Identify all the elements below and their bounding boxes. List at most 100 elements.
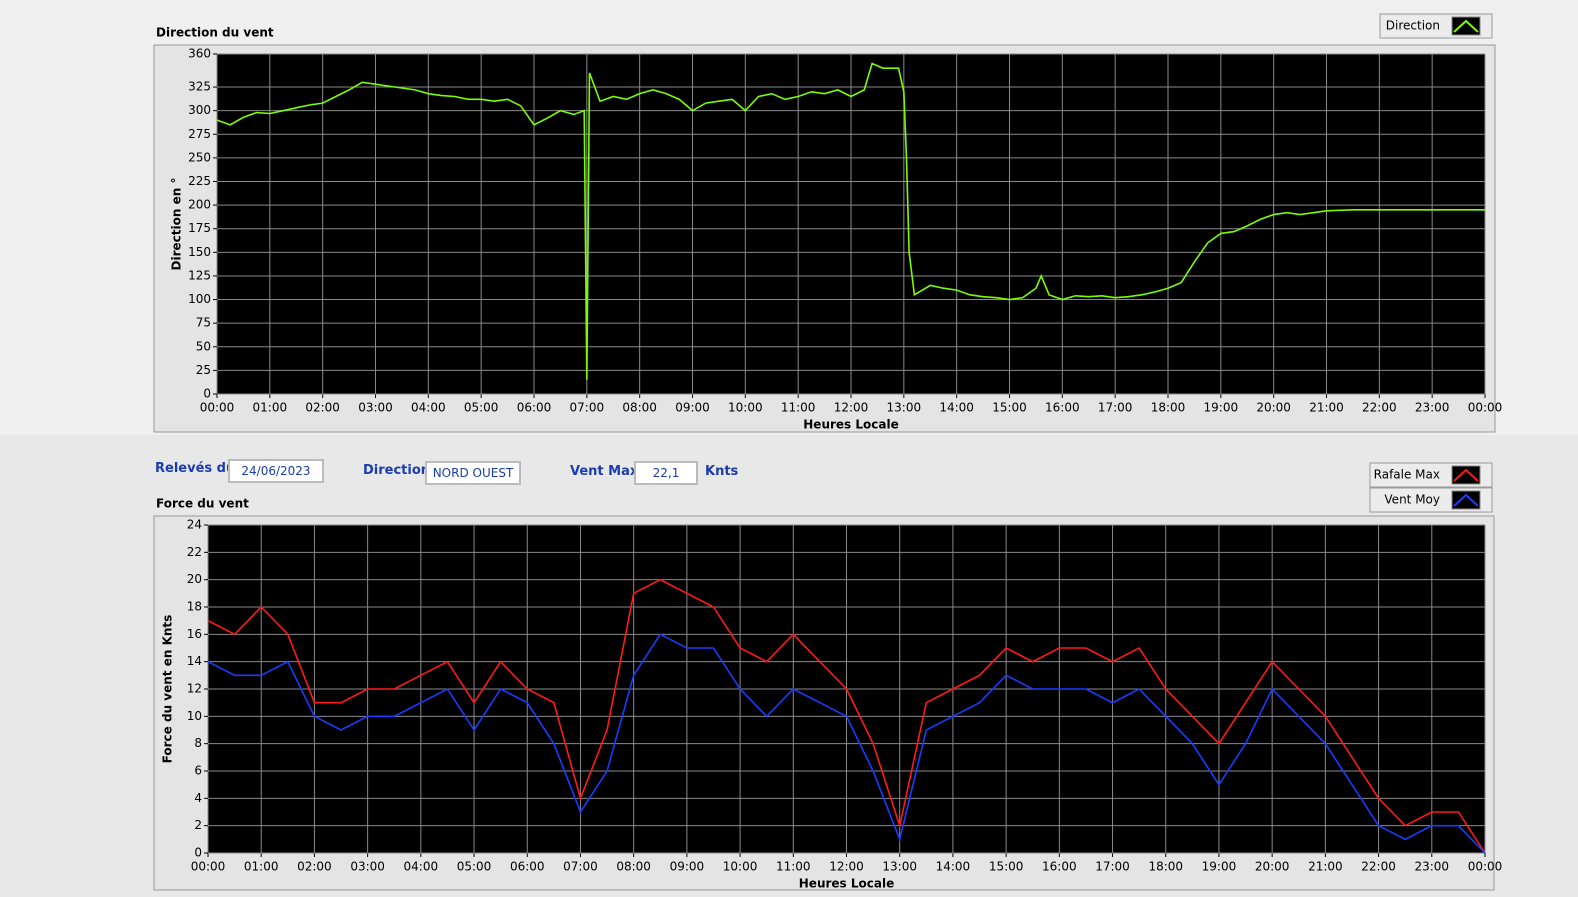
y-tick-label: 20	[187, 572, 202, 586]
y-tick-label: 50	[196, 339, 211, 353]
y-tick-label: 4	[194, 791, 202, 805]
y-tick-label: 8	[194, 736, 202, 750]
x-tick-label: 17:00	[1095, 860, 1130, 874]
x-tick-label: 00:00	[1468, 860, 1503, 874]
y-tick-label: 275	[188, 127, 211, 141]
legend-label: Vent Moy	[1384, 493, 1440, 507]
legend-icon	[1451, 16, 1481, 36]
x-tick-label: 20:00	[1256, 401, 1291, 415]
field: NORD OUEST	[425, 461, 521, 485]
x-tick-label: 02:00	[297, 860, 332, 874]
legend-swatch	[1453, 493, 1479, 507]
x-tick-label: 03:00	[350, 860, 385, 874]
y-tick-label: 6	[194, 764, 202, 778]
x-tick-label: 04:00	[404, 860, 439, 874]
label: Vent Max	[570, 464, 639, 479]
x-tick-label: 05:00	[464, 401, 499, 415]
y-tick-label: 12	[187, 682, 202, 696]
x-tick-label: 14:00	[936, 860, 971, 874]
legend-swatch	[1453, 19, 1479, 33]
label: Direction	[363, 463, 431, 478]
y-tick-label: 16	[187, 627, 202, 641]
x-tick-label: 02:00	[305, 401, 340, 415]
legend-label: Rafale Max	[1374, 468, 1440, 482]
x-tick-label: 11:00	[776, 860, 811, 874]
legend-icon	[1451, 465, 1481, 485]
x-tick-label: 06:00	[517, 401, 552, 415]
x-tick-label: 12:00	[829, 860, 864, 874]
x-tick-label: 07:00	[570, 401, 605, 415]
x-tick-label: 01:00	[244, 860, 279, 874]
x-tick-label: 03:00	[358, 401, 393, 415]
x-tick-label: 21:00	[1308, 860, 1343, 874]
x-tick-label: 16:00	[1042, 860, 1077, 874]
x-tick-label: 17:00	[1098, 401, 1133, 415]
x-tick-label: 06:00	[510, 860, 545, 874]
label: Relevés du	[155, 461, 236, 476]
field: 22,1	[634, 461, 698, 485]
x-tick-label: 13:00	[887, 401, 922, 415]
x-tick-label: 04:00	[411, 401, 446, 415]
data-line	[207, 633, 1486, 854]
field: 24/06/2023	[228, 459, 324, 483]
y-tick-label: 10	[187, 709, 202, 723]
y-tick-label: 25	[196, 363, 211, 377]
x-tick-label: 16:00	[1045, 401, 1080, 415]
x-tick-label: 23:00	[1414, 860, 1449, 874]
x-tick-label: 10:00	[723, 860, 758, 874]
x-axis-label: Heures Locale	[799, 877, 894, 891]
chart-title: Force du vent	[156, 497, 249, 511]
x-axis-label: Heures Locale	[803, 418, 898, 432]
x-tick-label: 00:00	[200, 401, 235, 415]
y-tick-label: 175	[188, 221, 211, 235]
y-tick-label: 300	[188, 103, 211, 117]
legend-icon	[1451, 490, 1481, 510]
y-tick-label: 150	[188, 245, 211, 259]
x-tick-label: 18:00	[1148, 860, 1183, 874]
x-tick-label: 15:00	[989, 860, 1024, 874]
x-tick-label: 10:00	[728, 401, 763, 415]
y-axis-label: Direction en °	[170, 178, 184, 271]
label: Knts	[705, 464, 739, 479]
y-axis-label: Force du vent en Knts	[161, 615, 175, 764]
x-tick-label: 07:00	[563, 860, 598, 874]
x-tick-label: 00:00	[1468, 401, 1503, 415]
y-tick-label: 18	[187, 600, 202, 614]
y-tick-label: 100	[188, 292, 211, 306]
x-tick-label: 12:00	[834, 401, 869, 415]
x-tick-label: 05:00	[457, 860, 492, 874]
x-tick-label: 14:00	[939, 401, 974, 415]
x-tick-label: 13:00	[882, 860, 917, 874]
x-tick-label: 01:00	[253, 401, 288, 415]
y-tick-label: 0	[203, 387, 211, 401]
x-tick-label: 09:00	[670, 860, 705, 874]
y-tick-label: 200	[188, 198, 211, 212]
x-tick-label: 22:00	[1361, 860, 1396, 874]
x-tick-label: 00:00	[191, 860, 226, 874]
data-line	[207, 578, 1486, 854]
y-tick-label: 250	[188, 150, 211, 164]
y-tick-label: 2	[194, 818, 202, 832]
x-tick-label: 22:00	[1362, 401, 1397, 415]
x-tick-label: 11:00	[781, 401, 816, 415]
x-tick-label: 19:00	[1204, 401, 1239, 415]
x-tick-label: 08:00	[622, 401, 657, 415]
y-tick-label: 360	[188, 47, 211, 61]
y-tick-label: 22	[187, 545, 202, 559]
x-tick-label: 23:00	[1415, 401, 1450, 415]
chart-title: Direction du vent	[156, 26, 274, 40]
y-tick-label: 125	[188, 268, 211, 282]
data-line	[216, 62, 1485, 380]
x-tick-label: 08:00	[616, 860, 651, 874]
x-tick-label: 15:00	[992, 401, 1027, 415]
legend-label: Direction	[1386, 19, 1440, 33]
y-tick-label: 225	[188, 174, 211, 188]
x-tick-label: 21:00	[1309, 401, 1344, 415]
y-tick-label: 14	[187, 654, 202, 668]
legend-swatch	[1453, 468, 1479, 482]
x-tick-label: 20:00	[1255, 860, 1290, 874]
x-tick-label: 18:00	[1151, 401, 1186, 415]
x-tick-label: 09:00	[675, 401, 710, 415]
y-tick-label: 24	[187, 518, 202, 532]
